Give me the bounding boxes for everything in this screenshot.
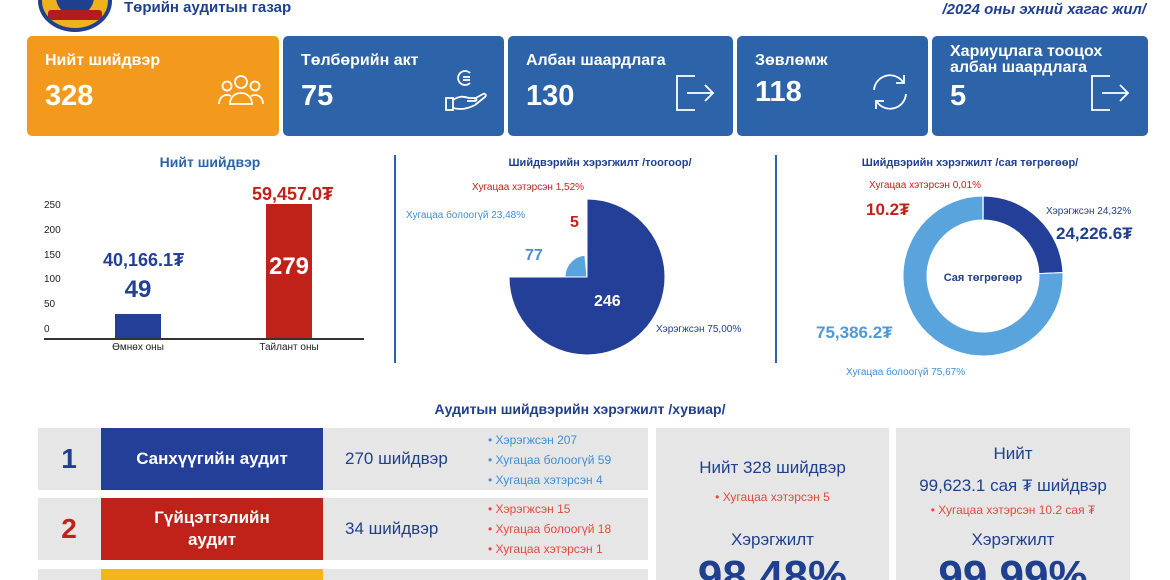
donut-slice-pending[interactable] (902, 195, 1064, 357)
summary-amount-overdue: • Хугацаа хэтэрсэн 10.2 сая ₮ (930, 503, 1096, 517)
summary-count-box: Нийт 328 шийдвэр • Хугацаа хэтэрсэн 5 Хэ… (656, 428, 889, 580)
pie-label-implemented: Хэрэгжсэн 75,00% (656, 324, 742, 335)
divider (394, 155, 396, 363)
card-label-line1: Хариуцлага тооцох (950, 43, 1103, 60)
bar-chart-y-tick: 50 (44, 299, 56, 311)
pie-label-pending: Хугацаа болоогүй 23,48% (406, 210, 526, 221)
bar-amount-label: 59,457.0₮ (252, 184, 334, 204)
row-audit-type: Санхүүгийн аудит (101, 428, 323, 490)
bar[interactable] (266, 204, 312, 338)
bar-amount-label: 40,166.1₮ (103, 250, 185, 270)
bar-chart-y-tick: 0 (44, 324, 50, 335)
card-official-request[interactable]: Албан шаардлага 130 (508, 36, 733, 136)
donut-value-overdue: 10.2₮ (866, 200, 910, 219)
donut-label-pending: Хугацаа болоогүй 75,67% (846, 367, 966, 378)
donut-label-implemented: Хэрэгжсэн 24,32% (1046, 206, 1132, 217)
pie-slice-pending[interactable] (564, 254, 588, 278)
card-payment-act[interactable]: Төлбөрийн акт 75 (283, 36, 504, 136)
pie-count-chart (508, 198, 666, 356)
row-number: 1 (61, 443, 77, 474)
org-name: Төрийн аудитын газар (124, 0, 292, 16)
refresh-icon (873, 74, 907, 110)
row-bullet-implemented: • Хэрэгжсэн 207 (488, 433, 578, 447)
summary-amount-title: Нийт (993, 444, 1033, 463)
card-recommendation[interactable]: Зөвлөмж 118 (737, 36, 928, 136)
donut-amount-title: Шийдвэрийн хэрэгжилт /сая төгрөгөөр/ (861, 157, 1079, 169)
report-period: /2024 оны эхний хагас жил/ (942, 1, 1146, 18)
pie-label-overdue: Хугацаа хэтэрсэн 1,52% (472, 182, 585, 193)
summary-amount-total: 99,623.1 сая ₮ шийдвэр (919, 476, 1107, 495)
row-bullet-pending: • Хугацаа болоогүй 59 (488, 453, 612, 467)
table-row[interactable]: 2 Гүйцэтгэлийн аудит 34 шийдвэр • Хэрэгж… (38, 498, 648, 560)
pie-value-overdue: 5 (570, 214, 579, 231)
card-label: Зөвлөмж (755, 52, 828, 69)
row-bullet-overdue: • Хугацаа хэтэрсэн 1 (488, 542, 603, 556)
bar-chart-y-tick: 250 (44, 200, 61, 211)
row-number: 2 (61, 513, 77, 544)
hand-euro-icon (445, 70, 487, 111)
card-accountability-request[interactable]: Хариуцлага тооцох албан шаардлага 5 (932, 36, 1148, 136)
row-audit-type-line2: аудит (187, 530, 237, 549)
card-label: Албан шаардлага (526, 52, 666, 69)
card-value: 75 (301, 80, 334, 112)
row-bullet-implemented: • Хэрэгжсэн 15 (488, 502, 571, 516)
export-icon (676, 75, 715, 111)
bar-chart-title: Нийт шийдвэр (159, 154, 261, 170)
pie-count-title: Шийдвэрийн хэрэгжилт /тоогоор/ (508, 157, 692, 169)
donut-label-overdue: Хугацаа хэтэрсэн 0,01% (869, 180, 982, 191)
summary-count-impl-value: 98.48% (697, 552, 848, 580)
bar-chart-y-tick: 100 (44, 274, 61, 286)
section-title: Аудитын шийдвэрийн хэрэгжилт /хувиар/ (434, 401, 726, 417)
row-audit-type-line1: Гүйцэтгэлийн (154, 508, 270, 527)
export-icon (1091, 75, 1130, 111)
users-icon (218, 75, 264, 105)
donut-center-label: Сая төгрөгөөр (943, 272, 1023, 284)
card-label: Нийт шийдвэр (45, 52, 161, 69)
summary-count-impl-label: Хэрэгжилт (731, 530, 814, 549)
row-audit-type (101, 569, 323, 580)
row-bullet-pending: • Хугацаа болоогүй 18 (488, 522, 612, 536)
pie-slice-overdue[interactable] (585, 270, 588, 278)
pie-value-pending: 77 (525, 247, 543, 264)
bar-chart-x-tick: Өмнөх оны (112, 342, 164, 353)
summary-count-title: Нийт 328 шийдвэр (699, 458, 846, 477)
table-row[interactable] (38, 569, 648, 580)
bar-chart-x-axis-line (44, 338, 364, 340)
bar-chart-y-tick: 200 (44, 224, 61, 236)
card-label: Төлбөрийн акт (301, 52, 419, 69)
table-row[interactable]: 1 Санхүүгийн аудит 270 шийдвэр • Хэрэгжс… (38, 428, 648, 490)
summary-amount-impl-label: Хэрэгжилт (971, 530, 1055, 549)
divider (775, 155, 777, 363)
card-value: 118 (755, 76, 802, 108)
bar-chart-y-tick: 150 (44, 249, 61, 261)
bar-data-label: 279 (268, 253, 310, 280)
row-decision-count: 270 шийдвэр (345, 449, 448, 468)
card-value: 130 (526, 80, 575, 112)
bar-data-label: 49 (124, 275, 152, 303)
row-bullet-overdue: • Хугацаа хэтэрсэн 4 (488, 473, 603, 487)
summary-amount-box: Нийт 99,623.1 сая ₮ шийдвэр • Хугацаа хэ… (896, 428, 1130, 580)
row-audit-type: Гүйцэтгэлийн аудит (101, 498, 323, 560)
row-decision-count: 34 шийдвэр (345, 519, 439, 538)
pie-value-implemented: 246 (594, 293, 621, 310)
summary-count-overdue: • Хугацаа хэтэрсэн 5 (715, 490, 830, 504)
donut-value-pending: 75,386.2₮ (816, 323, 893, 342)
donut-value-implemented: 24,226.6₮ (1056, 224, 1133, 243)
audit-office-logo (38, 0, 112, 32)
pie-slice-implemented[interactable] (508, 198, 666, 356)
summary-amount-impl-value: 99.99% (938, 552, 1088, 580)
card-total-decisions[interactable]: Нийт шийдвэр 328 (27, 36, 279, 136)
card-value: 328 (45, 80, 94, 112)
card-label-line2: албан шаардлага (950, 59, 1088, 76)
donut-amount-chart (902, 195, 1064, 357)
bar[interactable] (115, 313, 161, 338)
bar-chart-x-tick: Тайлант оны (259, 342, 319, 353)
card-value: 5 (950, 80, 967, 112)
